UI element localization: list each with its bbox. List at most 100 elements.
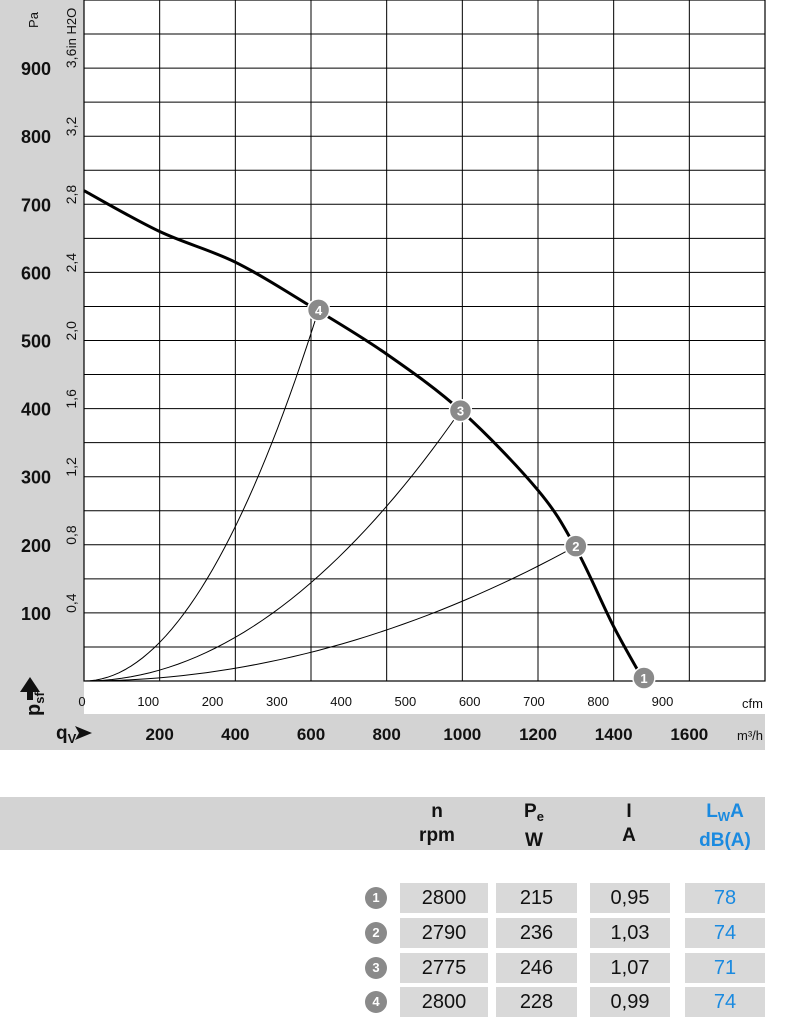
y-tick-pa: 200 [21,536,51,556]
speed-value: 2800 [400,987,488,1017]
point-badge: 1 [365,887,387,909]
x-tick-m3h: 400 [221,725,249,744]
header-speed-label: n [431,801,443,822]
y-tick-inh2o: 0,8 [63,525,79,545]
table-row: 3 2775 246 1,07 71 [0,953,800,983]
table-row: 1 2800 215 0,95 78 [0,883,800,913]
y-tick-pa: 300 [21,468,51,488]
operating-point-4 [306,298,331,322]
y-tick-inh2o: 2,0 [63,321,79,341]
y-axis-title: psf [23,692,47,716]
x-tick-m3h: 1200 [519,725,557,744]
current-value: 1,07 [590,953,670,983]
operating-points: 1 2 3 4 [306,298,656,690]
header-sound-unit: dB(A) [699,830,751,851]
x-axis-title: qV [56,723,77,746]
x-tick-cfm: 500 [395,694,417,709]
operating-point-label: 1 [640,671,647,686]
bottom-axis-panel [84,714,765,750]
header-current: I A [589,800,669,848]
speed-value: 2775 [400,953,488,983]
operating-point-3 [448,398,473,423]
speed-value: 2800 [400,883,488,913]
y-tick-inh2o: 1,6 [63,389,79,409]
x-tick-cfm: 200 [202,694,224,709]
curves [83,189,646,682]
y-tick-pa: 900 [21,59,51,79]
fan-performance-chart: 1 2 3 4 100 200 300 400 500 600 700 800 900 0,4 0,8 1,… [0,0,766,750]
y-tick-inh2o: 1,2 [63,457,79,477]
y-tick-pa: 800 [21,127,51,147]
x-tick-m3h: 200 [145,725,173,744]
x-axis-arrow [75,726,92,740]
sound-value: 71 [685,953,765,983]
table-header-bar [0,797,765,850]
system-curve-2 [83,545,577,682]
x-tick-cfm: 600 [459,694,481,709]
sound-value: 74 [685,918,765,948]
header-speed: n rpm [397,800,477,848]
x-tick-cfm: 700 [523,694,545,709]
operating-point-2 [564,534,588,558]
header-speed-unit: rpm [419,825,455,846]
axis-labels: 100 200 300 400 500 600 700 800 900 0,4 0,8 1,2 1,6 2… [20,8,763,746]
x-tick-m3h: 600 [297,725,325,744]
point-badge: 2 [365,922,387,944]
table-row: 4 2800 228 0,99 74 [0,987,800,1017]
header-sound: LWA dB(A) [685,800,765,853]
x-tick-cfm: 900 [652,694,674,709]
sound-value: 74 [685,987,765,1017]
left-axis-panel [0,0,84,750]
y-unit-pa: Pa [26,11,41,28]
y-tick-pa: 700 [21,195,51,215]
speed-value: 2790 [400,918,488,948]
y-tick-inh2o: 0,4 [63,593,79,613]
y-tick-pa: 600 [21,263,51,283]
y-tick-pa: 400 [21,400,51,420]
plot-grid [83,0,766,682]
sound-value: 78 [685,883,765,913]
y-tick-inh2o: 3,2 [63,117,79,137]
header-current-unit: A [622,825,636,846]
header-power-unit: W [525,830,543,851]
operating-point-label: 4 [315,303,323,318]
power-value: 228 [496,987,577,1017]
system-curve-4 [83,309,320,682]
current-value: 0,99 [590,987,670,1017]
system-curve-3 [83,410,461,682]
current-value: 0,95 [590,883,670,913]
x-tick-cfm: 300 [266,694,288,709]
x-tick-m3h: 800 [372,725,400,744]
operating-point-label: 2 [572,539,579,554]
plot-frame [83,0,766,682]
x-tick-cfm: 0 [78,694,85,709]
header-power-label: Pe [524,801,544,824]
power-value: 215 [496,883,577,913]
x-tick-cfm: 100 [137,694,159,709]
x-tick-m3h: 1400 [595,725,633,744]
table-row: 2 2790 236 1,03 74 [0,918,800,948]
y-unit-inh2o: in H2O [64,8,79,48]
x-tick-m3h: 1000 [443,725,481,744]
current-value: 1,03 [590,918,670,948]
header-current-label: I [626,801,632,822]
y-tick-inh2o: 2,4 [63,253,79,273]
x-tick-m3h: 1600 [670,725,708,744]
header-sound-label: LWA [706,801,744,824]
x-unit-m3h: m³/h [737,728,763,743]
x-unit-cfm: cfm [742,696,763,711]
y-tick-pa: 500 [21,332,51,352]
y-tick-inh2o: 2,8 [63,185,79,205]
y-tick-inh2o: 3,6 [63,48,79,68]
operating-point-label: 3 [457,404,464,419]
y-axis-arrow [20,677,40,700]
power-value: 236 [496,918,577,948]
y-tick-pa: 100 [21,604,51,624]
x-tick-cfm: 800 [587,694,609,709]
point-badge: 3 [365,957,387,979]
operating-point-1 [632,666,656,690]
point-badge: 4 [365,991,387,1013]
x-tick-cfm: 400 [330,694,352,709]
power-value: 246 [496,953,577,983]
fan-curve [83,189,646,682]
